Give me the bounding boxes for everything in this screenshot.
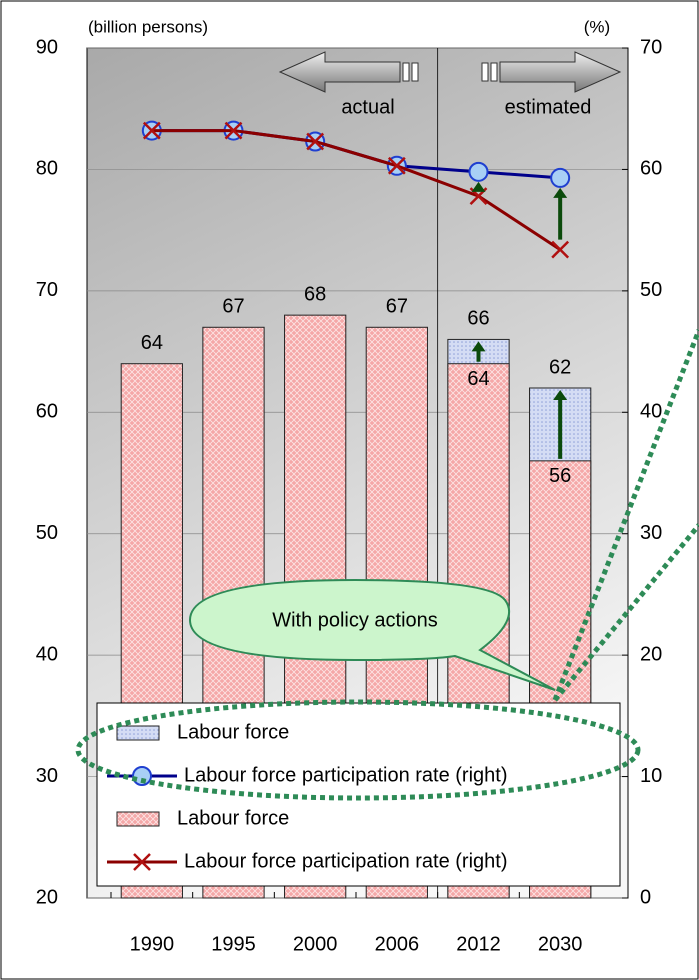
y2-tick-label: 40 (640, 401, 662, 423)
callout-text: With policy actions (272, 609, 438, 631)
x-tick-label: 2000 (293, 933, 338, 955)
callout (188, 578, 556, 691)
policy-arrow-head (471, 181, 486, 192)
value-label: 56 (549, 465, 571, 487)
arrow-tail (411, 62, 419, 82)
y2-tick-label: 50 (640, 279, 662, 301)
x-tick-label: 2006 (375, 933, 420, 955)
y-tick-label: 30 (36, 765, 58, 787)
value-label: 67 (386, 296, 408, 318)
y-tick-label: 50 (36, 522, 58, 544)
marker (550, 167, 571, 188)
legend-swatch (116, 811, 160, 827)
y2-tick-label: 10 (640, 765, 662, 787)
marker (132, 766, 152, 786)
marker (551, 240, 570, 259)
y-tick-label: 80 (36, 158, 58, 180)
x-tick-label: 2030 (538, 933, 583, 955)
highlight (75, 699, 641, 801)
x-tick-label: 2012 (456, 933, 501, 955)
y2-tick-label: 70 (640, 36, 662, 58)
legend-label: Labour force participation rate (right) (184, 764, 508, 786)
policy-arrow-head (471, 341, 486, 352)
marker (387, 156, 406, 175)
y2-tick-label: 30 (640, 522, 662, 544)
x-tick-label: 1995 (211, 933, 256, 955)
marker (306, 132, 325, 151)
arrow-tail (481, 62, 489, 82)
policy-arrow-head (553, 390, 568, 400)
y-tick-label: 90 (36, 36, 58, 58)
y-tick-label: 40 (36, 643, 58, 665)
legend-label: Labour force participation rate (right) (184, 850, 508, 872)
value-label: 68 (304, 283, 326, 305)
marker (224, 121, 243, 140)
y-axis-label: (billion persons) (88, 17, 208, 36)
y2-tick-label: 60 (640, 158, 662, 180)
value-label: 67 (222, 296, 244, 318)
y-tick-label: 60 (36, 401, 58, 423)
arrow-tail (490, 62, 498, 82)
y-tick-label: 20 (36, 886, 58, 908)
value-label: 62 (549, 356, 571, 378)
actual-arrow (278, 51, 401, 93)
legend-label: Labour force (177, 721, 289, 743)
marker (142, 121, 161, 140)
annotation: estimated (505, 96, 592, 118)
value-label: 66 (467, 308, 489, 330)
x-tick-label: 1990 (130, 933, 175, 955)
y2-tick-label: 0 (640, 886, 651, 908)
legend-swatch (116, 725, 160, 741)
policy-arrow-head (553, 187, 568, 198)
marker (468, 161, 489, 182)
marker (133, 853, 151, 871)
legend (96, 702, 621, 887)
estimated-arrow (499, 51, 622, 93)
y2-tick-label: 20 (640, 643, 662, 665)
y2-axis-label: (%) (584, 17, 610, 36)
value-label: 64 (141, 332, 163, 354)
highlight-line (552, 329, 699, 702)
line (151, 129, 561, 251)
annotation: actual (341, 96, 394, 118)
legend-label: Labour force (177, 807, 289, 829)
arrow-tail (402, 62, 410, 82)
y-tick-label: 70 (36, 279, 58, 301)
value-label: 64 (467, 368, 489, 390)
